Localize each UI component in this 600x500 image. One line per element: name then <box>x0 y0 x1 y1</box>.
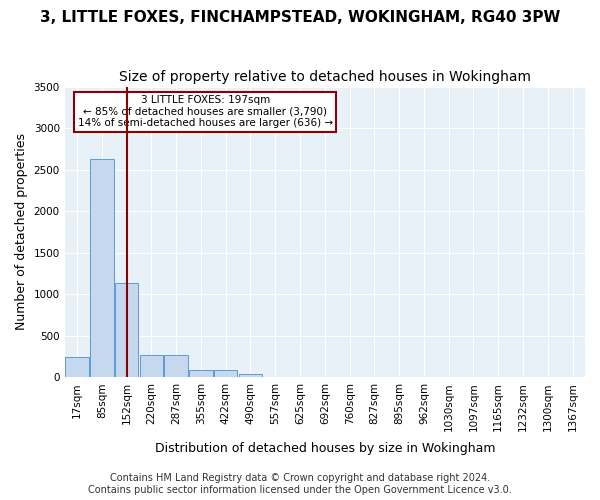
Bar <box>189 370 213 378</box>
Bar <box>239 374 262 378</box>
Text: Contains HM Land Registry data © Crown copyright and database right 2024.
Contai: Contains HM Land Registry data © Crown c… <box>88 474 512 495</box>
Bar <box>140 356 163 378</box>
X-axis label: Distribution of detached houses by size in Wokingham: Distribution of detached houses by size … <box>155 442 495 455</box>
Bar <box>65 356 89 378</box>
Text: 3 LITTLE FOXES: 197sqm
← 85% of detached houses are smaller (3,790)
14% of semi-: 3 LITTLE FOXES: 197sqm ← 85% of detached… <box>77 96 333 128</box>
Bar <box>164 356 188 378</box>
Title: Size of property relative to detached houses in Wokingham: Size of property relative to detached ho… <box>119 70 531 84</box>
Bar <box>115 282 139 378</box>
Y-axis label: Number of detached properties: Number of detached properties <box>15 134 28 330</box>
Bar <box>90 159 113 378</box>
Text: 3, LITTLE FOXES, FINCHAMPSTEAD, WOKINGHAM, RG40 3PW: 3, LITTLE FOXES, FINCHAMPSTEAD, WOKINGHA… <box>40 10 560 25</box>
Bar <box>214 370 238 378</box>
